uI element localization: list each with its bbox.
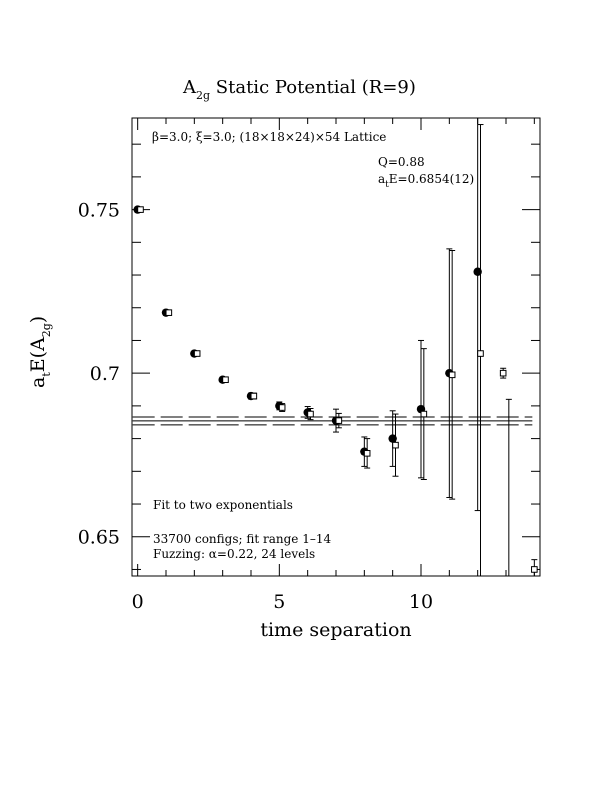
configs-annotation: 33700 configs; fit range 1–14 bbox=[153, 532, 331, 546]
data-point-square bbox=[363, 450, 371, 457]
data-layer bbox=[133, 118, 538, 576]
data-point-square bbox=[165, 309, 173, 316]
data-point-square bbox=[477, 350, 484, 357]
x-tick-label: 0 bbox=[132, 591, 144, 613]
data-point-square bbox=[392, 441, 399, 449]
title-subscript: 2g bbox=[196, 89, 210, 102]
q-annotation: Q=0.88 bbox=[378, 155, 425, 169]
data-point-square bbox=[193, 350, 201, 357]
data-point-square bbox=[420, 410, 428, 418]
y-tick-label: 0.65 bbox=[78, 527, 120, 549]
x-axis-label: time separation bbox=[260, 619, 411, 641]
data-point-square bbox=[448, 371, 456, 379]
x-tick-label: 10 bbox=[409, 591, 433, 613]
data-point-square bbox=[250, 392, 258, 400]
axes-layer: 0 5 10 0.65 0.7 0.75 bbox=[78, 118, 540, 613]
y-tick-label: 0.75 bbox=[78, 200, 120, 222]
data-point-square bbox=[307, 410, 314, 418]
energy-annotation: atE=0.6854(12) bbox=[378, 172, 474, 190]
series-2 bbox=[499, 367, 538, 576]
data-point bbox=[473, 267, 482, 276]
data-point-square bbox=[531, 566, 538, 573]
data-point-square bbox=[335, 417, 343, 424]
y-axis-label: atE(A2g) bbox=[27, 316, 53, 388]
fuzzing-annotation: Fuzzing: α=0.22, 24 levels bbox=[153, 547, 315, 561]
data-point-square bbox=[278, 404, 286, 411]
fit-annotation: Fit to two exponentials bbox=[153, 498, 293, 512]
data-point-square bbox=[499, 369, 507, 377]
data-point bbox=[388, 434, 397, 443]
x-tick-label: 5 bbox=[273, 591, 285, 613]
data-point-square bbox=[137, 206, 144, 213]
data-point-square bbox=[222, 376, 229, 384]
y-tick-label: 0.7 bbox=[90, 363, 120, 385]
lattice-annotation: β=3.0; ξ=3.0; (18×18×24)×54 Lattice bbox=[152, 130, 386, 144]
chart-title: A2g Static Potential (R=9) bbox=[182, 77, 416, 102]
series-1 bbox=[137, 124, 512, 576]
